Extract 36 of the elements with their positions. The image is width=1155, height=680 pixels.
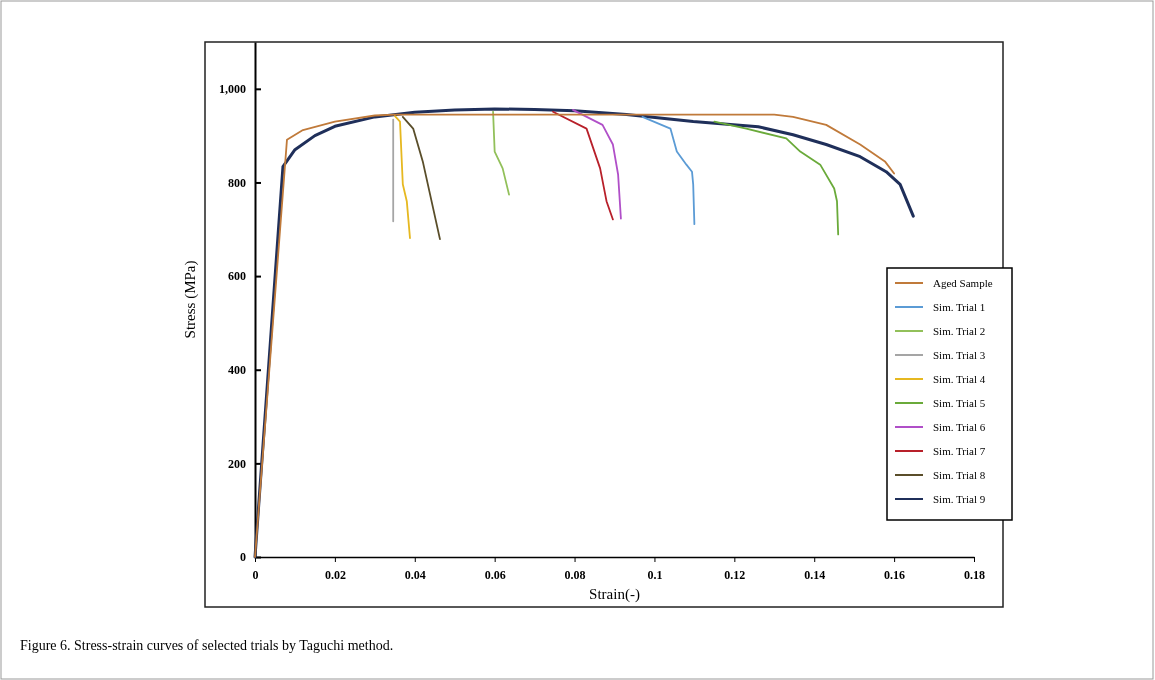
x-tick-label: 0.12 [724,568,746,583]
line-series [572,108,622,220]
legend-label: Sim. Trial 3 [933,349,986,361]
x-tick-label: 0.18 [964,568,985,583]
line-series [641,116,696,226]
legend-label: Sim. Trial 9 [933,493,986,505]
legend-label: Sim. Trial 6 [933,421,986,433]
line-series [492,110,510,196]
x-axis-title: Strain(-) [589,586,640,603]
y-tick-label: 800 [228,175,246,190]
x-tick-label: 0.06 [484,568,506,583]
line-series [552,110,614,221]
y-tick-label: 1,000 [219,82,246,97]
line-series [393,115,411,240]
x-tick-label: 0.08 [564,568,586,583]
y-tick-label: 200 [228,456,246,471]
x-tick-label: 0.1 [647,568,663,583]
x-tick-label: 0 [252,568,259,583]
x-tick-label: 0.14 [804,568,826,583]
x-tick-label: 0.02 [324,568,346,583]
y-tick-label: 0 [240,550,246,565]
line-series [713,120,840,236]
caption: Figure 6. Stress-strain curves of selected trials by Taguchi method. [20,638,394,653]
legend-label: Sim. Trial 5 [933,397,986,409]
legend-label: Sim. Trial 4 [933,373,986,385]
legend-label: Sim. Trial 8 [933,469,986,481]
legend-label: Sim. Trial 7 [933,445,986,457]
legend-label: Aged Sample [933,277,993,289]
legend-label: Sim. Trial 2 [933,325,986,337]
y-tick-label: 600 [228,269,246,284]
legend-label: Sim. Trial 1 [933,301,986,313]
line-series [401,116,441,241]
x-tick-label: 0.04 [404,568,426,583]
x-tick-label: 0.16 [884,568,906,583]
y-axis-title: Stress (MPa) [182,260,199,339]
y-tick-label: 400 [228,363,246,378]
